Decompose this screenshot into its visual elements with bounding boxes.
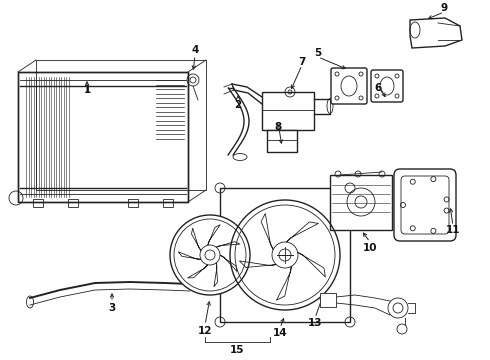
Text: 6: 6 xyxy=(374,83,382,93)
Text: 10: 10 xyxy=(363,243,377,253)
Text: 8: 8 xyxy=(274,122,282,132)
Bar xyxy=(68,199,78,207)
FancyBboxPatch shape xyxy=(331,68,367,104)
Text: 9: 9 xyxy=(441,3,447,13)
Polygon shape xyxy=(410,18,462,48)
Bar xyxy=(220,188,350,322)
Bar xyxy=(36,60,206,190)
Text: 1: 1 xyxy=(83,85,91,95)
Bar xyxy=(33,199,43,207)
Bar xyxy=(163,199,173,207)
FancyBboxPatch shape xyxy=(371,70,403,102)
Bar xyxy=(18,72,188,202)
Text: 2: 2 xyxy=(234,100,242,110)
Text: 12: 12 xyxy=(198,326,212,336)
Text: 7: 7 xyxy=(298,57,306,67)
Text: 14: 14 xyxy=(273,328,287,338)
Bar xyxy=(18,72,188,202)
Bar xyxy=(320,293,336,307)
Text: 3: 3 xyxy=(108,303,116,313)
Text: 5: 5 xyxy=(315,48,321,58)
Circle shape xyxy=(388,298,408,318)
Text: 13: 13 xyxy=(308,318,322,328)
Text: 15: 15 xyxy=(230,345,244,355)
Text: 11: 11 xyxy=(446,225,460,235)
Bar xyxy=(330,175,392,230)
FancyBboxPatch shape xyxy=(394,169,456,241)
Bar xyxy=(18,72,188,202)
Circle shape xyxy=(170,215,250,295)
Text: 4: 4 xyxy=(191,45,198,55)
Bar xyxy=(267,130,297,152)
Bar xyxy=(262,92,314,130)
Bar xyxy=(128,199,138,207)
